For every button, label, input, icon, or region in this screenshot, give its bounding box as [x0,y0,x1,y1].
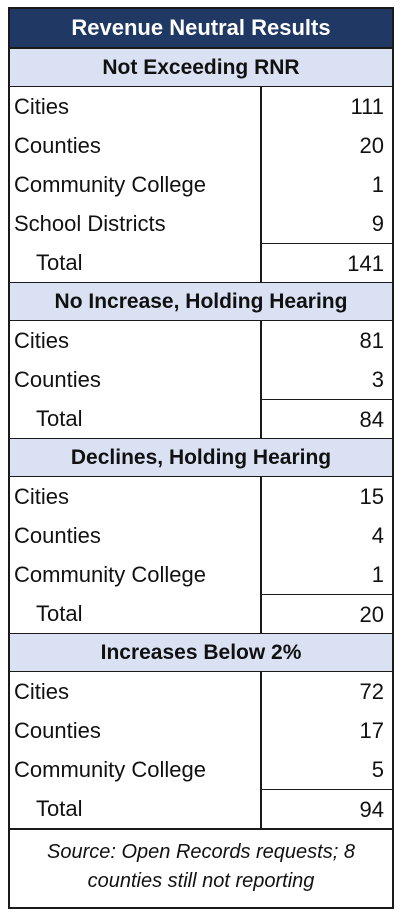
row-label: Cities [10,87,262,126]
row-value: 4 [371,523,384,548]
row-label: Cities [10,477,262,516]
row-value: 1 [371,172,384,197]
total-value: 141 [262,243,392,282]
total-row: Total 84 [10,399,392,439]
row-label: Counties [10,360,262,399]
table-row: School Districts 9 [10,204,392,243]
table-row: Community College 1 [10,165,392,204]
total-label: Total [10,594,262,633]
source-note: Source: Open Records requests; 8 countie… [10,829,392,896]
total-label: Total [10,399,262,438]
total-label: Total [10,789,262,828]
row-label: Cities [10,672,262,711]
row-label: Counties [10,126,262,165]
row-value: 17 [359,718,384,743]
results-table: Revenue Neutral Results Not Exceeding RN… [8,7,394,909]
source-line-1: Source: Open Records requests; 8 [47,841,355,863]
row-value: 72 [359,679,384,704]
row-label: School Districts [10,204,262,243]
row-value: 3 [371,367,384,392]
row-label: Counties [10,516,262,555]
table-row: Counties 20 [10,126,392,165]
row-label: Community College [10,750,262,789]
total-row: Total 141 [10,243,392,283]
total-value: 94 [262,789,392,828]
section-heading: Not Exceeding RNR [10,49,392,87]
row-label: Counties [10,711,262,750]
row-value: 111 [350,94,384,119]
table-row: Cities 72 [10,672,392,711]
total-label: Total [10,243,262,282]
table-body: Not Exceeding RNR Cities 111 Counties 20 Comm… [10,49,392,829]
table-row: Community College 1 [10,555,392,594]
source-line-2: counties still not reporting [87,870,315,892]
total-value: 20 [262,594,392,633]
table-row: Cities 15 [10,477,392,516]
table-row: Cities 111 [10,87,392,126]
row-value: 15 [359,484,384,509]
row-value: 9 [371,211,384,236]
table-row: Counties 17 [10,711,392,750]
row-value: 20 [359,133,384,158]
total-value: 84 [262,399,392,438]
table-title: Revenue Neutral Results [10,9,392,49]
table-row: Counties 3 [10,360,392,399]
row-value: 81 [359,328,384,353]
section-heading: Declines, Holding Hearing [10,439,392,477]
table-row: Counties 4 [10,516,392,555]
row-value: 5 [371,757,384,782]
table-row: Community College 5 [10,750,392,789]
section-heading: No Increase, Holding Hearing [10,283,392,321]
total-row: Total 20 [10,594,392,634]
row-label: Cities [10,321,262,360]
total-row: Total 94 [10,789,392,829]
row-label: Community College [10,165,262,204]
row-label: Community College [10,555,262,594]
section-heading: Increases Below 2% [10,634,392,672]
table-row: Cities 81 [10,321,392,360]
row-value: 1 [371,562,384,587]
